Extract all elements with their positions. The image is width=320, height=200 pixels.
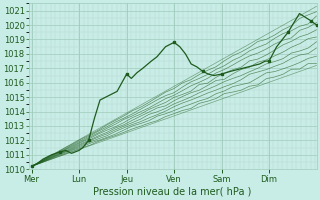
X-axis label: Pression niveau de la mer( hPa ): Pression niveau de la mer( hPa ) (93, 187, 252, 197)
